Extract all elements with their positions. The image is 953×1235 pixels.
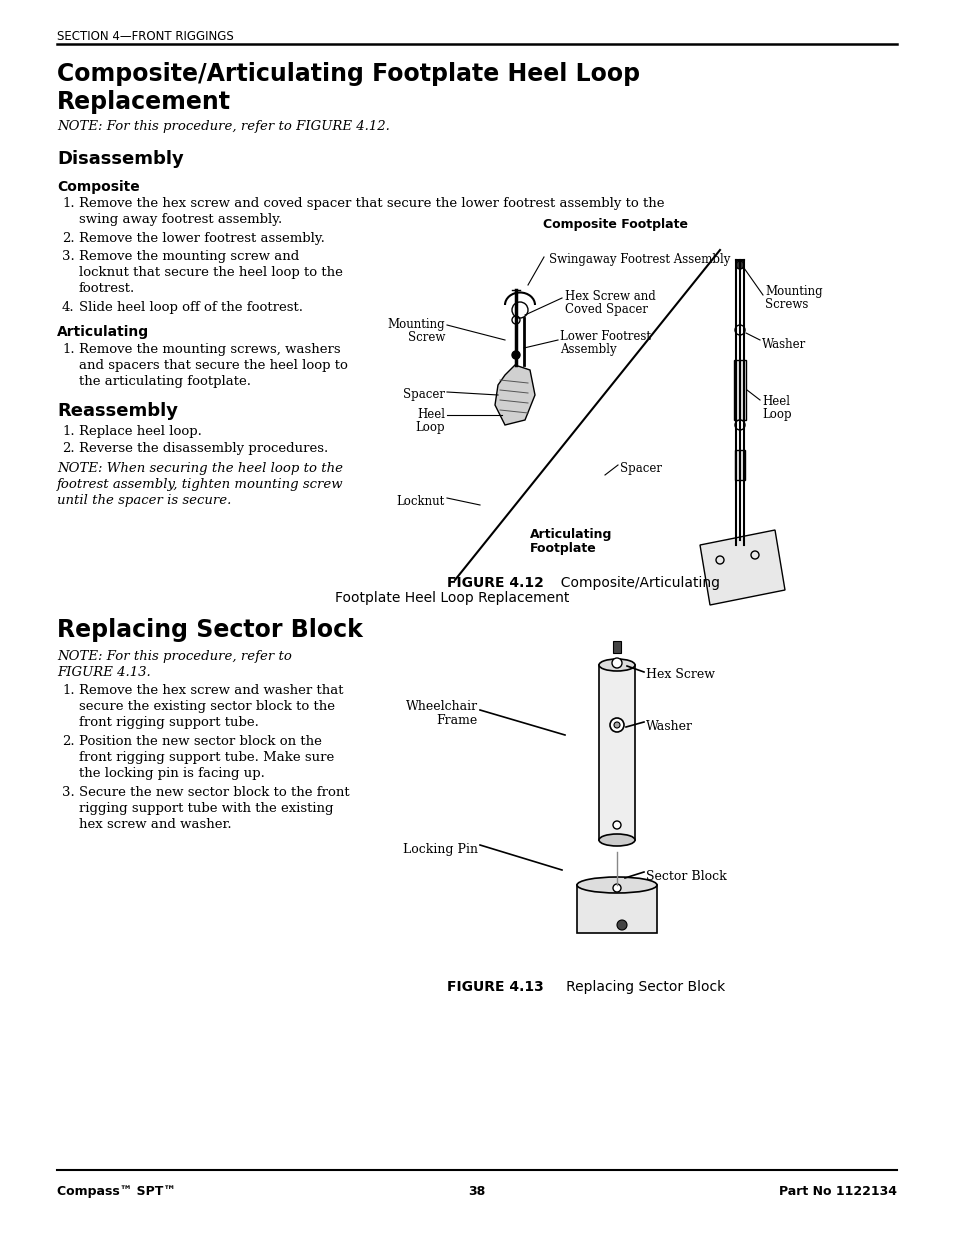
- Text: Secure the new sector block to the front: Secure the new sector block to the front: [79, 785, 349, 799]
- Text: Composite: Composite: [57, 180, 139, 194]
- Text: Replacement: Replacement: [57, 90, 231, 114]
- Text: FIGURE 4.13.: FIGURE 4.13.: [57, 666, 151, 679]
- Text: Replacing Sector Block: Replacing Sector Block: [553, 981, 724, 994]
- Ellipse shape: [598, 834, 635, 846]
- Text: the articulating footplate.: the articulating footplate.: [79, 375, 251, 388]
- Text: Loop: Loop: [761, 408, 791, 421]
- Text: 1.: 1.: [62, 425, 74, 438]
- Text: 1.: 1.: [62, 343, 74, 356]
- Polygon shape: [700, 530, 784, 605]
- Text: rigging support tube with the existing: rigging support tube with the existing: [79, 802, 334, 815]
- Text: front rigging support tube.: front rigging support tube.: [79, 716, 258, 729]
- Text: Locknut: Locknut: [396, 495, 444, 508]
- Text: Sector Block: Sector Block: [645, 869, 726, 883]
- Text: Frame: Frame: [436, 714, 477, 727]
- Text: FIGURE 4.12: FIGURE 4.12: [447, 576, 543, 590]
- Text: swing away footrest assembly.: swing away footrest assembly.: [79, 212, 282, 226]
- Text: locknut that secure the heel loop to the: locknut that secure the heel loop to the: [79, 266, 342, 279]
- Text: Swingaway Footrest Assembly: Swingaway Footrest Assembly: [548, 253, 730, 266]
- Text: Position the new sector block on the: Position the new sector block on the: [79, 735, 321, 748]
- Circle shape: [734, 325, 744, 335]
- Text: 1.: 1.: [62, 684, 74, 697]
- Bar: [613, 641, 620, 653]
- Text: Footplate: Footplate: [530, 542, 597, 555]
- Text: Articulating: Articulating: [530, 529, 612, 541]
- Text: Replacing Sector Block: Replacing Sector Block: [57, 618, 362, 642]
- Text: Spacer: Spacer: [402, 388, 444, 401]
- Bar: [733, 359, 745, 420]
- Text: 38: 38: [468, 1186, 485, 1198]
- Text: NOTE: For this procedure, refer to: NOTE: For this procedure, refer to: [57, 650, 292, 663]
- Circle shape: [735, 261, 743, 269]
- Text: front rigging support tube. Make sure: front rigging support tube. Make sure: [79, 751, 334, 764]
- Text: Hex Screw: Hex Screw: [645, 668, 714, 680]
- Text: the locking pin is facing up.: the locking pin is facing up.: [79, 767, 265, 781]
- Bar: [734, 450, 744, 480]
- Text: SECTION 4—FRONT RIGGINGS: SECTION 4—FRONT RIGGINGS: [57, 30, 233, 43]
- Text: 4.: 4.: [62, 301, 74, 314]
- Text: 1.: 1.: [62, 198, 74, 210]
- Circle shape: [512, 351, 519, 359]
- Text: Remove the hex screw and washer that: Remove the hex screw and washer that: [79, 684, 343, 697]
- Text: and spacers that secure the heel loop to: and spacers that secure the heel loop to: [79, 359, 348, 372]
- Text: Compass™ SPT™: Compass™ SPT™: [57, 1186, 175, 1198]
- Text: Reverse the disassembly procedures.: Reverse the disassembly procedures.: [79, 442, 328, 454]
- Text: Wheelchair: Wheelchair: [405, 700, 477, 713]
- Text: Remove the mounting screws, washers: Remove the mounting screws, washers: [79, 343, 340, 356]
- Text: Composite Footplate: Composite Footplate: [542, 219, 687, 231]
- Text: NOTE: When securing the heel loop to the: NOTE: When securing the heel loop to the: [57, 462, 343, 475]
- Bar: [577, 885, 657, 932]
- Text: secure the existing sector block to the: secure the existing sector block to the: [79, 700, 335, 713]
- Text: Washer: Washer: [761, 338, 805, 351]
- Text: hex screw and washer.: hex screw and washer.: [79, 818, 232, 831]
- Text: Lower Footrest: Lower Footrest: [559, 330, 650, 343]
- Circle shape: [609, 718, 623, 732]
- Text: NOTE: For this procedure, refer to FIGURE 4.12.: NOTE: For this procedure, refer to FIGUR…: [57, 120, 390, 133]
- Text: Footplate Heel Loop Replacement: Footplate Heel Loop Replacement: [335, 592, 569, 605]
- Text: FIGURE 4.13: FIGURE 4.13: [447, 981, 543, 994]
- Text: 3.: 3.: [62, 249, 74, 263]
- Text: Slide heel loop off of the footrest.: Slide heel loop off of the footrest.: [79, 301, 303, 314]
- Text: Washer: Washer: [645, 720, 692, 734]
- Text: Composite/Articulating: Composite/Articulating: [552, 576, 720, 590]
- Circle shape: [614, 722, 619, 727]
- Text: 2.: 2.: [62, 442, 74, 454]
- Text: Replace heel loop.: Replace heel loop.: [79, 425, 202, 438]
- Text: Coved Spacer: Coved Spacer: [564, 303, 647, 316]
- Text: Loop: Loop: [415, 421, 444, 433]
- Text: Spacer: Spacer: [619, 462, 661, 475]
- Text: 3.: 3.: [62, 785, 74, 799]
- Text: Disassembly: Disassembly: [57, 149, 184, 168]
- Text: Screw: Screw: [407, 331, 444, 345]
- Text: Remove the lower footrest assembly.: Remove the lower footrest assembly.: [79, 232, 325, 245]
- Text: 2.: 2.: [62, 232, 74, 245]
- Text: footrest assembly, tighten mounting screw: footrest assembly, tighten mounting scre…: [57, 478, 343, 492]
- Ellipse shape: [598, 659, 635, 671]
- Text: Hex Screw and: Hex Screw and: [564, 290, 655, 303]
- Text: Remove the hex screw and coved spacer that secure the lower footrest assembly to: Remove the hex screw and coved spacer th…: [79, 198, 664, 210]
- Circle shape: [734, 420, 744, 430]
- Text: Heel: Heel: [761, 395, 789, 408]
- Text: Reassembly: Reassembly: [57, 403, 178, 420]
- Text: Composite/Articulating Footplate Heel Loop: Composite/Articulating Footplate Heel Lo…: [57, 62, 639, 86]
- Text: Mounting: Mounting: [764, 285, 821, 298]
- Circle shape: [617, 920, 626, 930]
- Text: Part No 1122134: Part No 1122134: [779, 1186, 896, 1198]
- Ellipse shape: [577, 877, 657, 893]
- Bar: [598, 664, 635, 840]
- Text: Mounting: Mounting: [387, 317, 444, 331]
- Circle shape: [613, 884, 620, 892]
- Text: Remove the mounting screw and: Remove the mounting screw and: [79, 249, 299, 263]
- Circle shape: [612, 658, 621, 668]
- Text: until the spacer is secure.: until the spacer is secure.: [57, 494, 232, 508]
- Text: footrest.: footrest.: [79, 282, 135, 295]
- Circle shape: [613, 821, 620, 829]
- Text: Heel: Heel: [416, 408, 444, 421]
- Text: Articulating: Articulating: [57, 325, 149, 338]
- Text: Screws: Screws: [764, 298, 807, 311]
- Text: 2.: 2.: [62, 735, 74, 748]
- Polygon shape: [495, 366, 535, 425]
- Text: Assembly: Assembly: [559, 343, 616, 356]
- Text: Locking Pin: Locking Pin: [402, 844, 477, 856]
